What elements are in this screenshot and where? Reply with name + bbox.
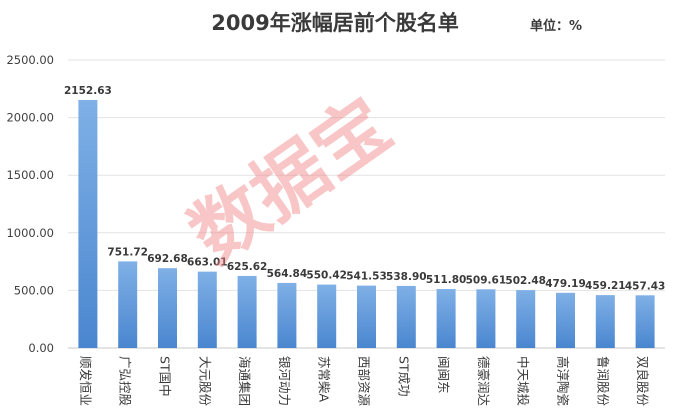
- x-category-label: 双良股份: [635, 356, 650, 407]
- value-label: 625.62: [227, 261, 268, 273]
- value-label: 692.68: [147, 253, 188, 265]
- y-axis-ticks: 0.00 500.00 1000.00 1500.00 2000.00 2500.00: [6, 53, 54, 355]
- y-tick-label: 500.00: [14, 283, 54, 297]
- value-label: 509.61: [466, 274, 507, 286]
- x-category-label: 苏常柴A: [317, 356, 332, 403]
- bar: [595, 295, 615, 348]
- value-label: 564.84: [267, 268, 308, 280]
- x-category-label: 中天城投: [516, 356, 531, 406]
- x-category-label: 高淳陶瓷: [556, 356, 571, 406]
- bars: [78, 100, 655, 348]
- x-axis-categories: 顺发恒业 广弘控股 ST国中 大元股份 海通集团 银河动力 苏常柴A 西部资源 ST成功 闽闽东 德…: [78, 356, 650, 407]
- value-label: 502.48: [505, 275, 546, 287]
- value-label: 550.42: [306, 270, 347, 282]
- bar: [78, 100, 98, 348]
- bar: [635, 295, 655, 348]
- bar: [357, 285, 376, 348]
- watermark: 数据宝: [175, 82, 406, 280]
- value-label: 751.72: [107, 246, 148, 258]
- x-category-label: 大元股份: [197, 356, 212, 407]
- y-tick-label: 2500.00: [6, 53, 54, 67]
- bar: [197, 271, 217, 348]
- x-category-label: 闽闽东: [436, 356, 451, 394]
- x-category-label: 德豪润达: [476, 356, 491, 407]
- bar: [277, 282, 297, 348]
- x-category-label: 鲁润股份: [595, 356, 610, 407]
- bar: [436, 289, 456, 348]
- x-category-label: 西部资源: [357, 356, 372, 407]
- bar: [516, 290, 536, 348]
- x-category-label: 广弘控股: [118, 356, 133, 407]
- x-category-label: 海通集团: [237, 356, 252, 406]
- y-tick-label: 1500.00: [6, 168, 54, 182]
- y-tick-label: 0.00: [28, 341, 54, 355]
- unit-label: 单位：%: [530, 18, 582, 34]
- bar: [476, 289, 496, 348]
- bar: [396, 285, 416, 348]
- bar: [118, 261, 138, 348]
- bar: [317, 284, 337, 348]
- value-label: 538.90: [386, 271, 427, 283]
- value-label: 541.53: [346, 271, 387, 283]
- y-tick-label: 2000.00: [6, 111, 54, 125]
- chart-title: 2009年涨幅居前个股名单: [211, 11, 458, 35]
- value-label: 459.21: [585, 280, 626, 292]
- value-label: 663.01: [187, 257, 228, 269]
- value-label: 479.19: [545, 278, 586, 290]
- bar: [556, 292, 575, 348]
- bar: [158, 268, 177, 348]
- x-category-label: 银河动力: [277, 356, 292, 406]
- value-label: 511.80: [426, 274, 467, 286]
- value-label: 457.43: [625, 280, 666, 292]
- x-category-label: 顺发恒业: [78, 356, 93, 406]
- y-tick-label: 1000.00: [6, 226, 54, 240]
- x-category-label: ST国中: [158, 356, 173, 397]
- x-category-label: ST成功: [396, 356, 411, 397]
- bar: [237, 275, 257, 348]
- value-label: 2152.63: [64, 85, 112, 97]
